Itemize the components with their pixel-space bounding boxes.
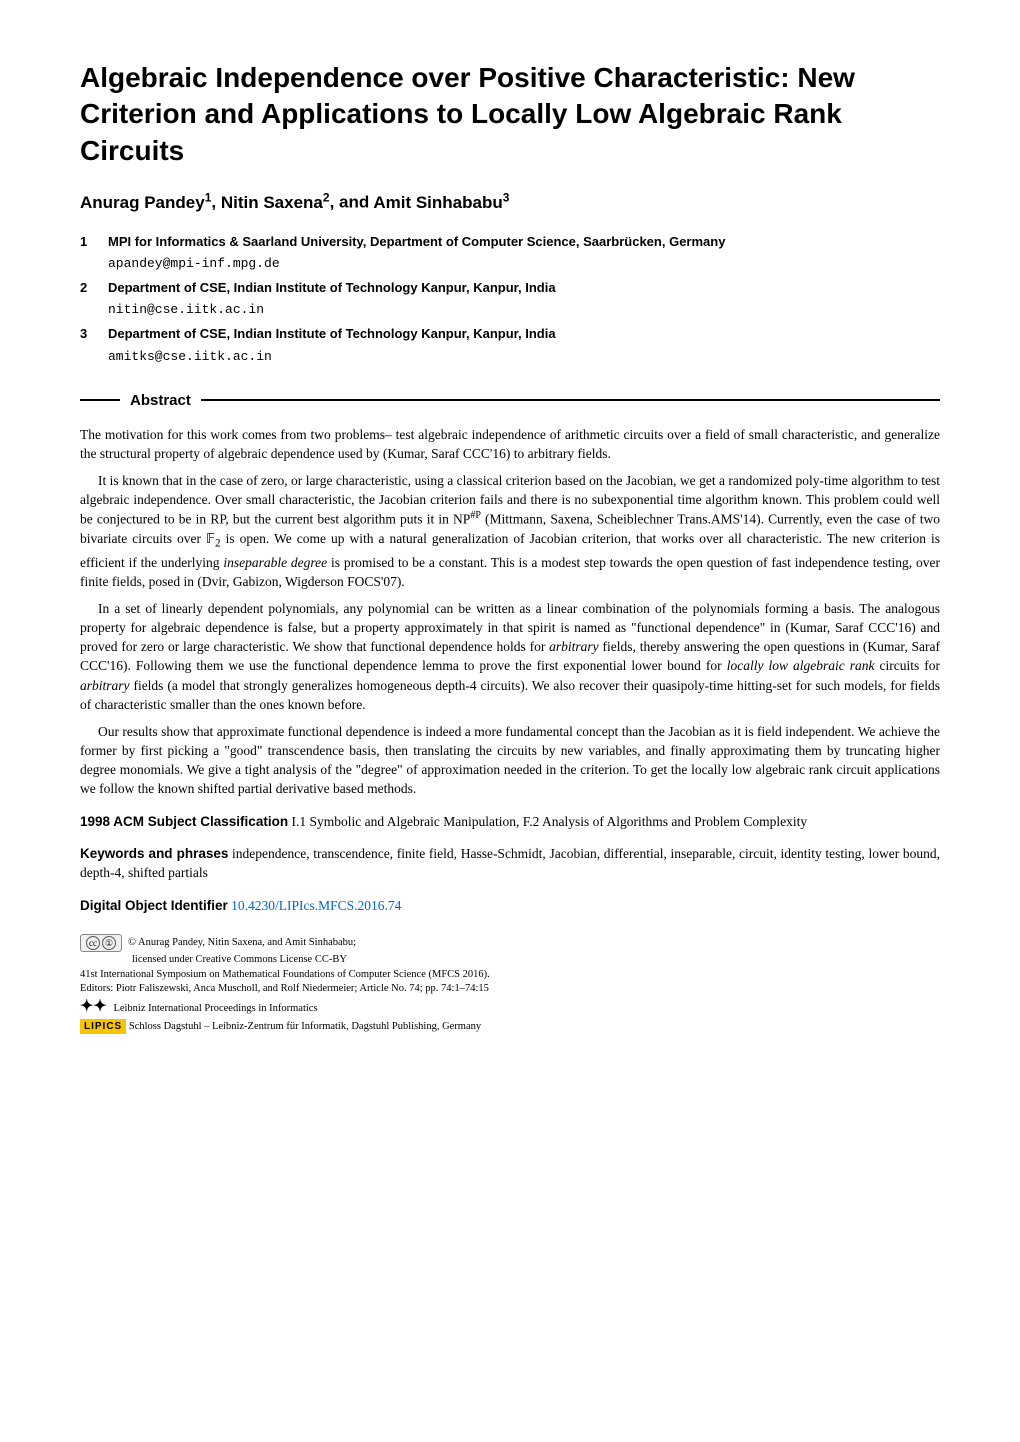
cc-badge-icon: cc①: [80, 934, 122, 952]
abstract-p2: It is known that in the case of zero, or…: [80, 471, 940, 591]
keywords-label: Keywords and phrases: [80, 846, 228, 861]
footer-series-row: ✦✦ Leibniz International Proceedings in …: [80, 997, 940, 1018]
affil-text-1: MPI for Informatics & Saarland Universit…: [108, 233, 940, 251]
abstract-body: The motivation for this work comes from …: [80, 425, 940, 799]
authors-line: Anurag Pandey1, Nitin Saxena2, and Amit …: [80, 189, 940, 214]
footer: cc① © Anurag Pandey, Nitin Saxena, and A…: [80, 934, 940, 1034]
footer-publisher-row: LIPICS Schloss Dagstuhl – Leibniz-Zentru…: [80, 1019, 940, 1034]
affil-num-3: 3: [80, 325, 108, 343]
acm-text: I.1 Symbolic and Algebraic Manipulation,…: [288, 814, 807, 829]
author-2: Nitin Saxena2: [221, 193, 330, 212]
doi-label: Digital Object Identifier: [80, 898, 228, 913]
abstract-header: Abstract: [80, 390, 940, 411]
footer-editors: Editors: Piotr Faliszewski, Anca Muschol…: [80, 982, 940, 996]
lipics-badge: LIPICS: [80, 1019, 126, 1034]
keywords-block: Keywords and phrases independence, trans…: [80, 845, 940, 883]
affiliation-2: 2 Department of CSE, Indian Institute of…: [80, 279, 940, 297]
abstract-p1: The motivation for this work comes from …: [80, 425, 940, 463]
footer-venue: 41st International Symposium on Mathemat…: [80, 968, 940, 982]
abstract-p3: In a set of linearly dependent polynomia…: [80, 599, 940, 714]
affil-email-1: apandey@mpi-inf.mpg.de: [108, 255, 940, 273]
acm-classification: 1998 ACM Subject Classification I.1 Symb…: [80, 813, 940, 832]
leibniz-logo-icon: ✦✦: [80, 997, 107, 1018]
author-1: Anurag Pandey1: [80, 193, 211, 212]
footer-publisher: Schloss Dagstuhl – Leibniz-Zentrum für I…: [129, 1021, 481, 1032]
doi-link[interactable]: 10.4230/LIPIcs.MFCS.2016.74: [231, 898, 401, 913]
abstract-title: Abstract: [130, 390, 191, 411]
affil-text-2: Department of CSE, Indian Institute of T…: [108, 279, 940, 297]
abstract-p4: Our results show that approximate functi…: [80, 722, 940, 799]
affil-num-1: 1: [80, 233, 108, 251]
acm-label: 1998 ACM Subject Classification: [80, 814, 288, 829]
rule-right: [201, 399, 940, 401]
affil-email-3: amitks@cse.iitk.ac.in: [108, 348, 940, 366]
footer-copyright: © Anurag Pandey, Nitin Saxena, and Amit …: [128, 936, 356, 950]
author-3: Amit Sinhababu3: [373, 193, 509, 212]
affil-email-2: nitin@cse.iitk.ac.in: [108, 301, 940, 319]
affil-num-2: 2: [80, 279, 108, 297]
affiliations-block: 1 MPI for Informatics & Saarland Univers…: [80, 233, 940, 366]
doi-block: Digital Object Identifier 10.4230/LIPIcs…: [80, 897, 940, 916]
affiliation-1: 1 MPI for Informatics & Saarland Univers…: [80, 233, 940, 251]
affil-text-3: Department of CSE, Indian Institute of T…: [108, 325, 940, 343]
affiliation-3: 3 Department of CSE, Indian Institute of…: [80, 325, 940, 343]
page-title: Algebraic Independence over Positive Cha…: [80, 60, 940, 169]
rule-left: [80, 399, 120, 401]
footer-license: licensed under Creative Commons License …: [132, 953, 940, 967]
footer-series: Leibniz International Proceedings in Inf…: [113, 1003, 317, 1014]
footer-row-license: cc① © Anurag Pandey, Nitin Saxena, and A…: [80, 934, 940, 952]
